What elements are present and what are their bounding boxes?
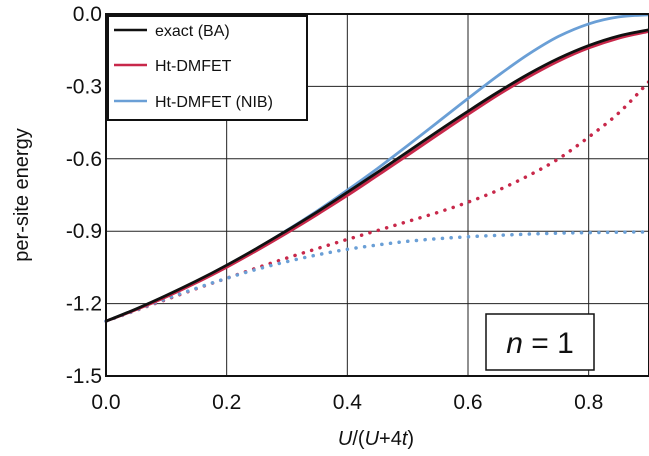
x-tick-label: 0.2 [212, 391, 241, 414]
plot-frame [105, 13, 649, 377]
y-axis-label: per-site energy [11, 128, 33, 261]
series-line-ht-dmfet [105, 30, 649, 323]
x-axis-label-part: U [365, 428, 380, 450]
x-axis-label-part: U [338, 428, 353, 450]
y-tick-label: 0.0 [73, 3, 102, 26]
y-tick-label: -0.6 [66, 148, 102, 171]
legend-label-ht-dmfet-nib: Ht-DMFET (NIB) [155, 94, 273, 111]
x-tick-label: 0.8 [574, 391, 603, 414]
legend-label-ht-dmfet: Ht-DMFET [155, 58, 232, 75]
x-tick-labels: 0.0 0.2 0.4 0.6 0.8 [91, 391, 603, 414]
y-tick-label: -0.3 [66, 75, 102, 98]
x-axis-label-part: ) [407, 428, 414, 450]
annotation-variable: n [506, 327, 523, 360]
x-axis-label: U/(U+4t) [338, 428, 414, 450]
x-axis-label-part: t [402, 428, 409, 450]
series-lines [104, 13, 649, 323]
y-tick-label: -1.2 [66, 293, 102, 316]
x-tick-label: 0.4 [333, 391, 363, 414]
annotation-text: n = 1 [506, 327, 574, 360]
annotation-value: = 1 [523, 327, 574, 360]
y-tick-label: -0.9 [66, 220, 102, 243]
y-tick-labels: 0.0 -0.3 -0.6 -0.9 -1.2 -1.5 [66, 3, 102, 388]
legend: exact (BA) Ht-DMFET Ht-DMFET (NIB) [107, 15, 308, 121]
x-tick-label: 0.0 [91, 391, 120, 414]
n-equals-one-annotation: n = 1 [485, 313, 595, 371]
x-axis-label-part: +4 [379, 428, 402, 450]
x-tick-label: 0.6 [453, 391, 482, 414]
series-line-exact-ba [105, 28, 649, 323]
x-axis-label-part: /( [352, 428, 365, 450]
annotation-box [485, 313, 595, 371]
legend-label-exact: exact (BA) [155, 23, 230, 40]
legend-box [107, 15, 308, 121]
y-tick-label: -1.5 [66, 365, 102, 388]
series-line-dotted-blue [104, 230, 649, 323]
